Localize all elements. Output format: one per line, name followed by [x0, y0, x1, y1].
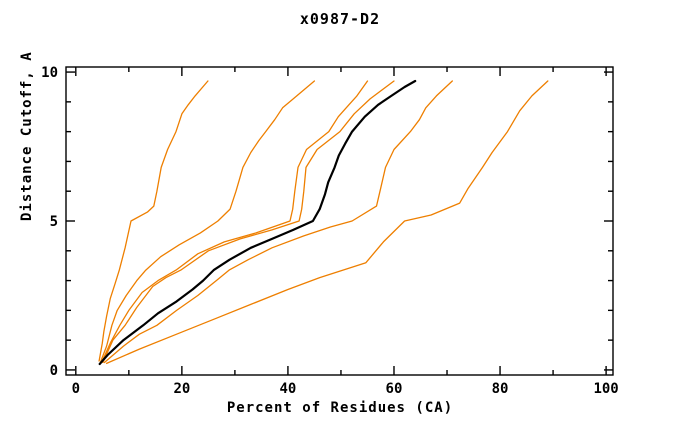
plot-frame — [65, 66, 614, 376]
x-tick-label: 80 — [492, 381, 509, 397]
curve-model-black-highlight — [98, 79, 417, 366]
curve-model-orange-1 — [98, 80, 209, 362]
x-tick-label: 100 — [593, 381, 618, 397]
x-tick-label: 40 — [279, 381, 296, 397]
x-axis-title: Percent of Residues (CA) — [226, 400, 454, 416]
y-tick-label: 10 — [41, 65, 58, 81]
curve-model-orange-2 — [100, 80, 316, 363]
chart-title: x0987-D2 — [299, 10, 381, 28]
x-tick-label: 60 — [386, 381, 403, 397]
curve-model-orange-5 — [103, 80, 453, 364]
curve-model-orange-3 — [101, 80, 369, 363]
x-tick-label: 0 — [72, 381, 80, 397]
x-tick-label: 20 — [173, 381, 190, 397]
y-tick-label: 5 — [50, 214, 58, 230]
curve-model-orange-4 — [102, 80, 395, 364]
y-tick-label: 0 — [50, 363, 58, 379]
curve-model-orange-6 — [105, 80, 549, 365]
